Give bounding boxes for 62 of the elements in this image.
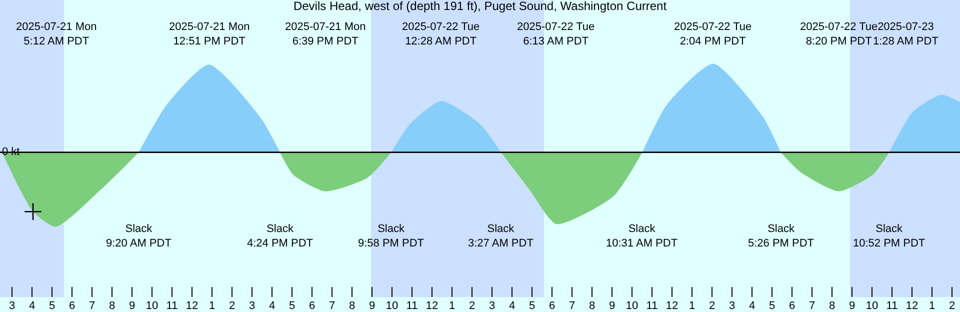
x-tick-label: 9 (368, 300, 376, 312)
x-tick-label: 6 (68, 300, 76, 312)
x-tick-label: 3 (488, 300, 496, 312)
text: 2025-07-21 Mon 12:51 PM PDT (169, 21, 250, 48)
text: 2025-07-22 Tue 2:04 PM PDT (674, 21, 752, 48)
chart-title: Devils Head, west of (depth 191 ft), Puget Sound, Washington Current (293, 0, 668, 13)
x-tick-label: 6 (548, 300, 556, 312)
x-tick-label: 1 (688, 300, 696, 312)
text: 2025-07-21 Mon 6:39 PM PDT (285, 21, 366, 48)
x-tick-label: 7 (88, 300, 96, 312)
x-tick-label: 2 (948, 300, 956, 312)
annotation: Slack 4:24 PM PDT (247, 223, 314, 250)
x-tick-label: 10 (866, 300, 878, 312)
x-tick-label: 9 (128, 300, 136, 312)
x-tick-label: 8 (588, 300, 596, 312)
x-tick-label: 5 (288, 300, 296, 312)
x-tick-label: 12 (906, 300, 918, 312)
x-tick-label: 10 (626, 300, 638, 312)
x-tick-label: 7 (328, 300, 336, 312)
annotation: Slack 10:31 AM PDT (606, 223, 678, 250)
x-tick-label: 10 (146, 300, 158, 312)
x-tick-label: 3 (8, 300, 16, 312)
x-tick-label: 4 (268, 300, 276, 312)
x-tick-label: 12 (426, 300, 438, 312)
text: 2025-07-21 Mon 5:12 AM PDT (16, 21, 97, 48)
x-tick-label: 11 (166, 300, 178, 312)
text: 2025-07-22 Tue 12:28 AM PDT (402, 21, 480, 48)
x-tick-label: 6 (788, 300, 796, 312)
x-tick-label: 5 (528, 300, 536, 312)
x-tick-label: 3 (248, 300, 256, 312)
x-tick-label: 2 (228, 300, 236, 312)
x-tick-label: 4 (508, 300, 516, 312)
annotation: Slack 3:27 AM PDT (468, 223, 534, 250)
x-tick-label: 12 (186, 300, 198, 312)
x-tick-label: 5 (768, 300, 776, 312)
annotation: Slack 9:20 AM PDT (106, 223, 172, 250)
annotation: Slack 10:52 PM PDT (853, 223, 926, 250)
x-tick-label: 8 (108, 300, 116, 312)
x-tick-label: 1 (928, 300, 936, 312)
x-tick-label: 9 (848, 300, 856, 312)
x-tick-label: 1 (208, 300, 216, 312)
x-tick-label: 8 (348, 300, 356, 312)
text: 2025-07-22 Tue 6:13 AM PDT (517, 21, 595, 48)
x-tick-label: 2 (468, 300, 476, 312)
x-tick-label: 10 (386, 300, 398, 312)
x-tick-label: 3 (728, 300, 736, 312)
x-tick-label: 1 (448, 300, 456, 312)
annotation: Slack 5:26 PM PDT (748, 223, 814, 250)
x-tick-label: 11 (406, 300, 418, 312)
x-tick-label: 7 (568, 300, 576, 312)
x-tick-label: 11 (646, 300, 658, 312)
x-tick-label: 8 (828, 300, 836, 312)
x-tick-label: 11 (886, 300, 898, 312)
x-tick-label: 4 (28, 300, 36, 312)
x-tick-label: 6 (308, 300, 316, 312)
x-tick-label: 2 (708, 300, 716, 312)
annotation: Slack 9:58 PM PDT (358, 223, 424, 250)
x-tick-label: 12 (666, 300, 678, 312)
x-tick-label: 5 (48, 300, 56, 312)
x-tick-label: 7 (808, 300, 816, 312)
x-tick-label: 9 (608, 300, 616, 312)
x-tick-label: 4 (748, 300, 756, 312)
